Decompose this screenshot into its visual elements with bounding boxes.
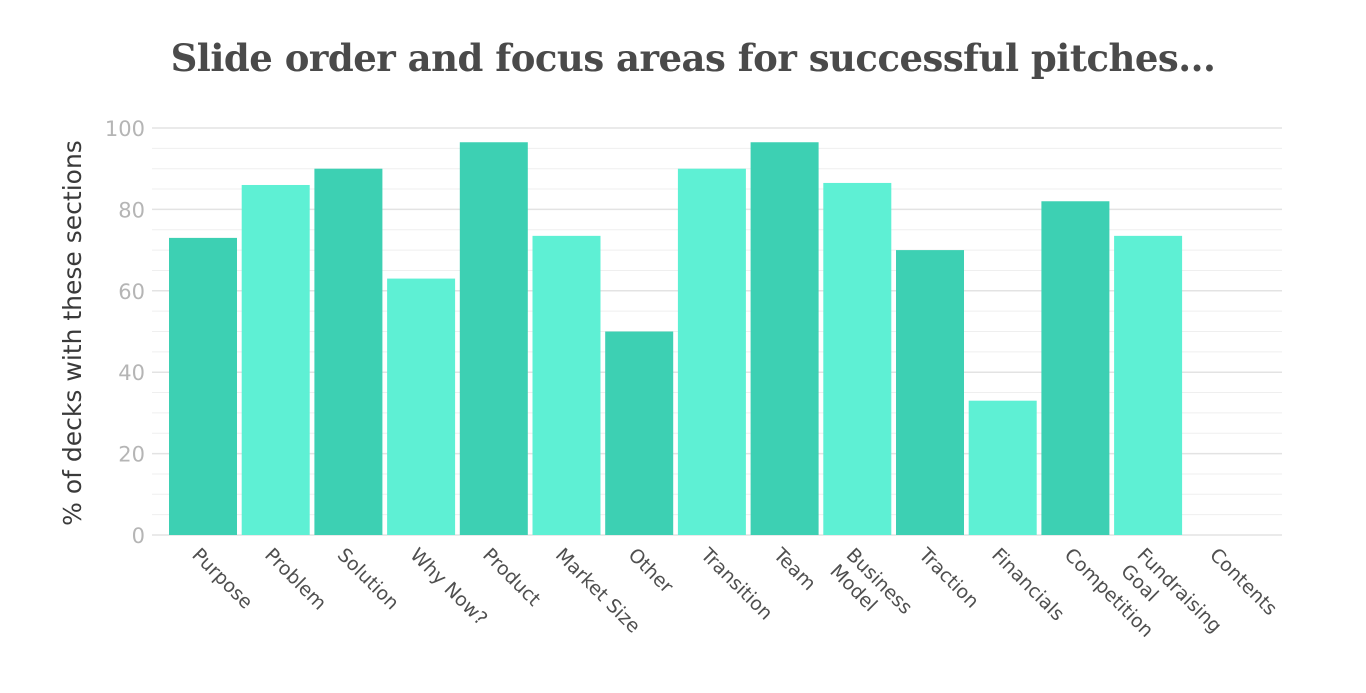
y-tick-label: 0 — [132, 524, 145, 548]
bar-solution — [314, 169, 382, 535]
y-tick-label: 40 — [118, 361, 145, 385]
x-tick-label: Contents — [1205, 544, 1281, 620]
bar-chart: 0 20 40 60 80 100 Purpose Problem Solution Why N… — [0, 0, 1366, 693]
y-tick-label: 80 — [118, 198, 145, 222]
bar-business-model — [823, 183, 891, 535]
bar-transition — [678, 169, 746, 535]
bar-product — [460, 142, 528, 535]
x-tick-label: Purpose — [187, 544, 256, 613]
bar-problem — [242, 185, 310, 535]
x-tick-label: BusinessModel — [826, 544, 917, 635]
bar-team — [751, 142, 819, 535]
y-tick-label: 20 — [118, 443, 145, 467]
bar-market-size — [533, 236, 601, 535]
bar-financials — [969, 401, 1037, 535]
x-tick-label: Transition — [696, 543, 777, 624]
bar-traction — [896, 250, 964, 535]
x-tick-label: Why Now? — [406, 544, 492, 630]
y-axis-ticks: 0 20 40 60 80 100 — [105, 117, 145, 548]
bar-purpose — [169, 238, 237, 535]
x-tick-label: Product — [478, 544, 545, 611]
bar-other — [605, 332, 673, 536]
x-tick-label: Traction — [914, 543, 983, 612]
x-tick-label: Financials — [987, 544, 1068, 625]
x-tick-label: Solution — [333, 544, 403, 614]
bars — [169, 142, 1182, 535]
bar-competition — [1041, 201, 1109, 535]
x-tick-label: Team — [768, 543, 820, 595]
y-tick-label: 60 — [118, 280, 145, 304]
x-tick-label: Problem — [260, 544, 330, 614]
x-tick-label: Other — [624, 544, 678, 598]
bar-fundraising-goal — [1114, 236, 1182, 535]
y-axis-label: % of decks with these sections — [58, 140, 87, 526]
y-tick-label: 100 — [105, 117, 145, 141]
bar-why-now — [387, 279, 455, 535]
x-axis-labels: Purpose Problem Solution Why Now?Product Mar… — [187, 543, 1281, 653]
